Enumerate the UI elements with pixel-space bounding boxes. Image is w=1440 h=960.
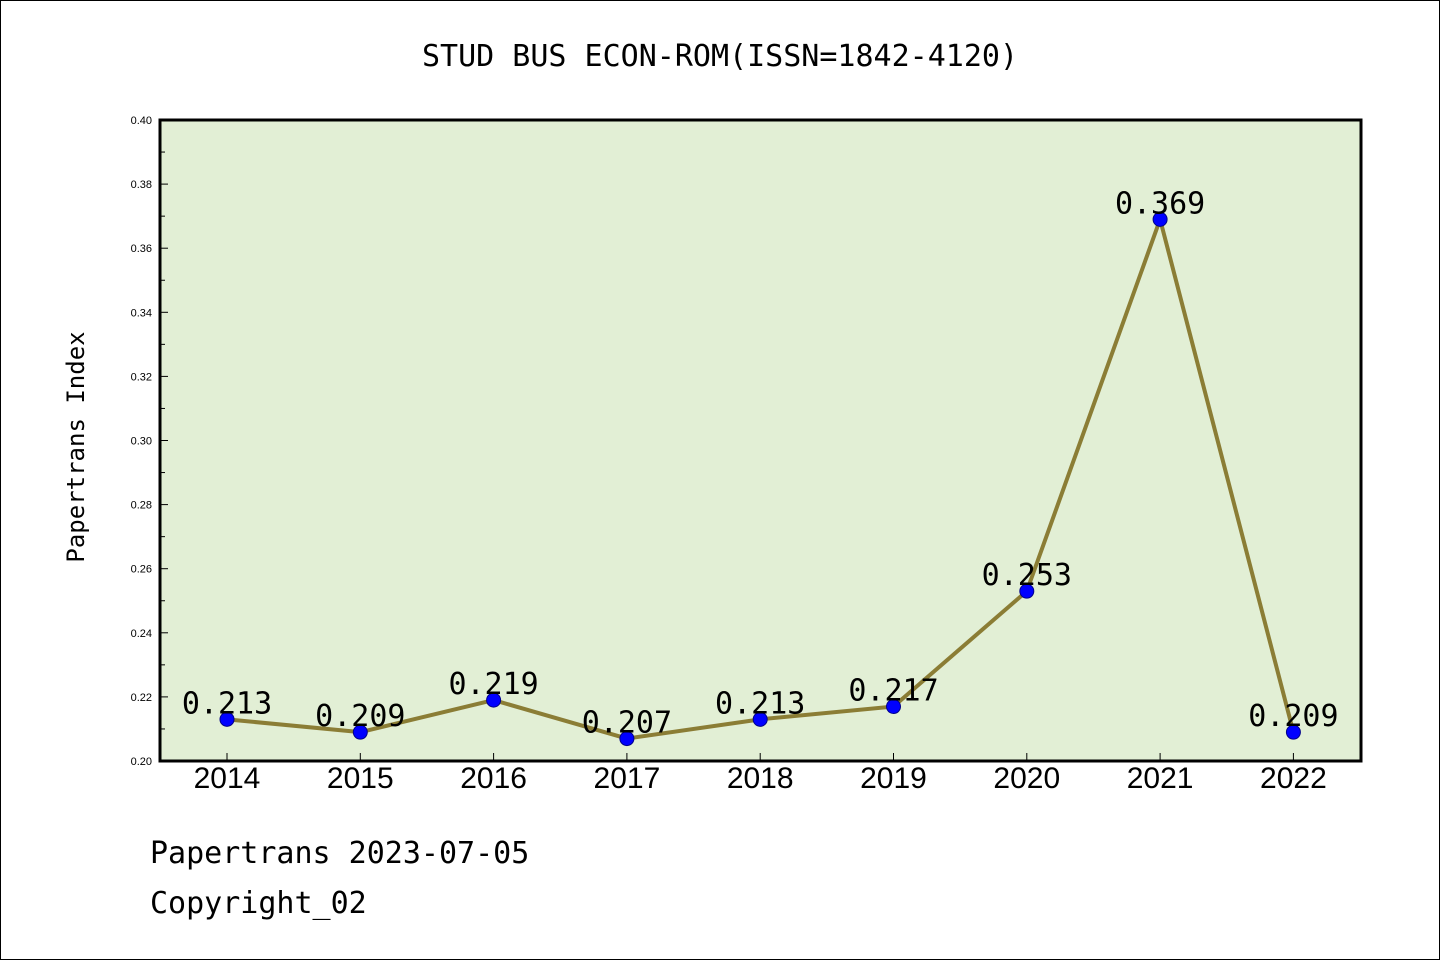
data-point <box>219 711 235 727</box>
data-label: 0.209 <box>1248 699 1338 734</box>
y-axis-ticks: 0.20 0.22 0.24 0.26 0.28 0.30 0.32 0.34 0.36 0.38… <box>131 115 168 768</box>
data-point <box>619 731 635 747</box>
data-point <box>1285 724 1301 740</box>
y-tick-label: 0.24 <box>131 628 152 640</box>
x-tick-label: 2022 <box>1260 762 1327 795</box>
x-tick-label: 2017 <box>594 762 661 795</box>
data-label: 0.253 <box>982 558 1072 593</box>
y-tick-label: 0.20 <box>131 756 152 768</box>
data-label: 0.219 <box>448 667 538 702</box>
data-label: 0.213 <box>182 686 272 721</box>
x-tick-label: 2019 <box>860 762 927 795</box>
x-axis-ticks: 2014 2015 2016 2017 2018 2019 2020 2021 2022 <box>194 753 1327 795</box>
x-tick-label: 2021 <box>1127 762 1194 795</box>
x-tick-label: 2014 <box>194 762 261 795</box>
data-label: 0.213 <box>715 686 805 721</box>
y-tick-label: 0.36 <box>131 243 152 255</box>
x-tick-label: 2018 <box>727 762 794 795</box>
x-tick-label: 2020 <box>993 762 1060 795</box>
y-tick-label: 0.40 <box>131 115 152 127</box>
data-label: 0.207 <box>582 706 672 741</box>
data-point <box>1019 583 1035 599</box>
copyright-text: Copyright_02 <box>150 886 367 921</box>
y-tick-label: 0.22 <box>131 692 152 704</box>
data-point <box>1152 211 1168 227</box>
source-date-text: Papertrans 2023-07-05 <box>150 836 530 871</box>
series: 0.213 0.209 0.219 0.207 0.213 0.217 0.253 0.369… <box>182 186 1339 747</box>
y-tick-label: 0.34 <box>131 307 152 319</box>
y-axis-label: Papertrans Index <box>62 331 90 562</box>
y-tick-label: 0.32 <box>131 371 152 383</box>
data-label: 0.369 <box>1115 186 1205 221</box>
y-tick-label: 0.26 <box>131 564 152 576</box>
y-tick-label: 0.30 <box>131 436 152 448</box>
chart-title: STUD BUS ECON-ROM(ISSN=1842-4120) <box>422 39 1018 74</box>
data-point <box>486 692 502 708</box>
y-tick-label: 0.38 <box>131 179 152 191</box>
data-label: 0.217 <box>848 674 938 709</box>
data-label: 0.209 <box>315 699 405 734</box>
data-point <box>752 711 768 727</box>
data-point <box>352 724 368 740</box>
data-point <box>886 699 901 715</box>
x-tick-label: 2015 <box>327 762 394 795</box>
x-tick-label: 2016 <box>460 762 527 795</box>
y-tick-label: 0.28 <box>131 500 152 512</box>
